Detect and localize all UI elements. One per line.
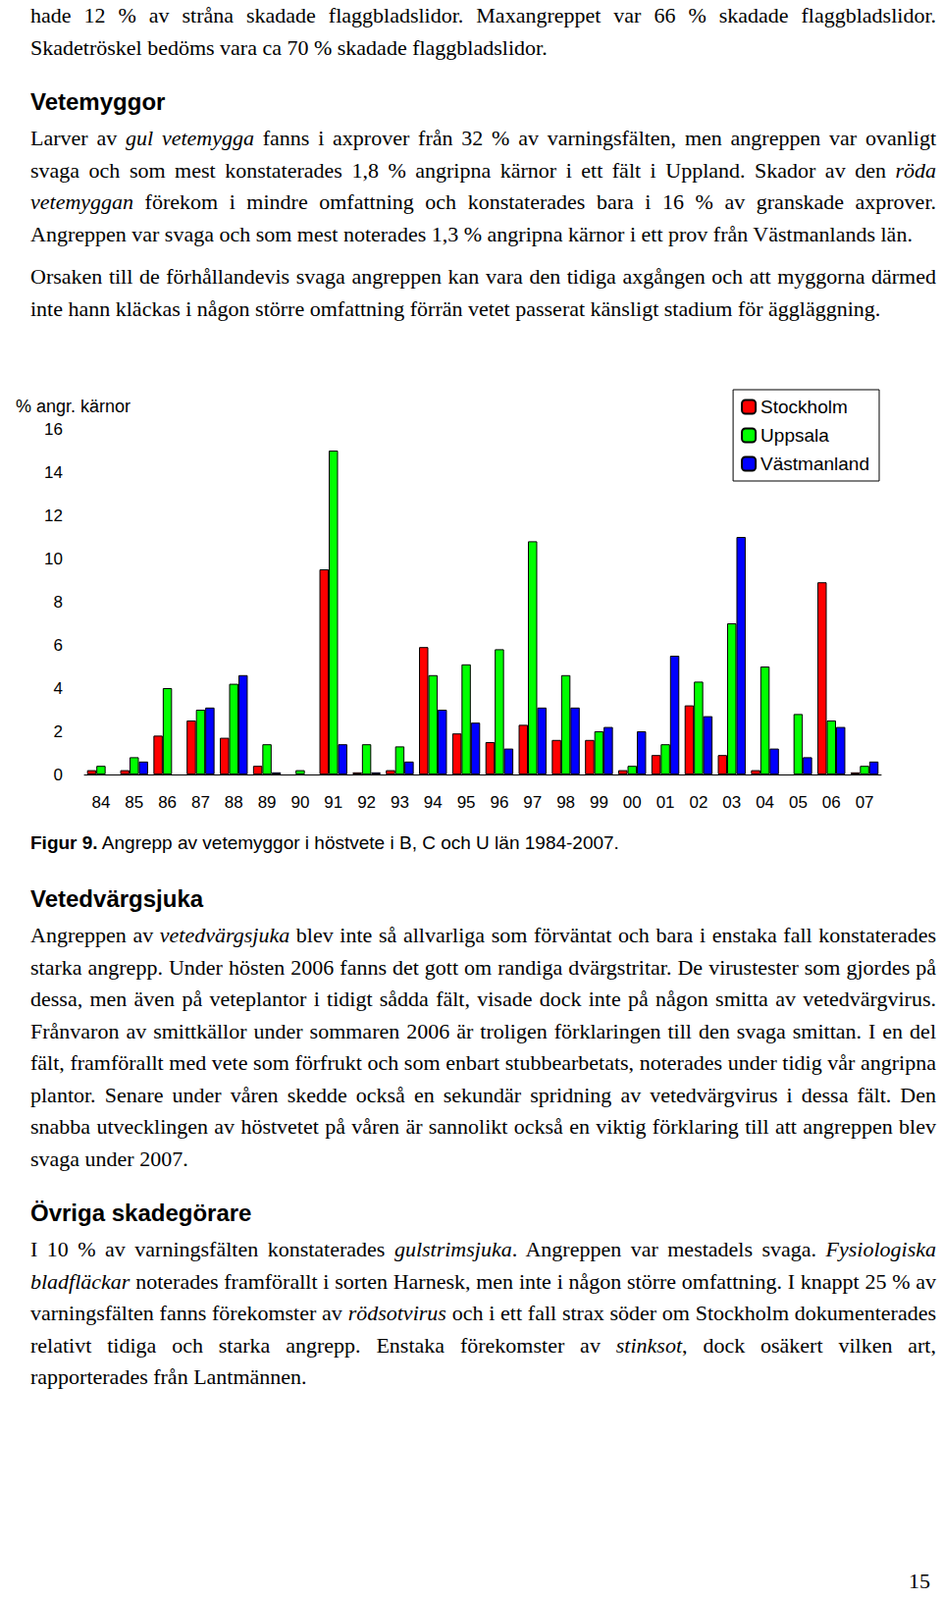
svg-text:Uppsala: Uppsala	[760, 424, 830, 446]
html-text:Larver av gul vetemygga fanns: Larver av gul vetemygga fanns i axprover…	[30, 125, 937, 246]
html-text:Vetemyggor: Vetemyggor	[30, 88, 166, 115]
svg-text:92: 92	[357, 792, 376, 812]
svg-text:4: 4	[53, 679, 63, 698]
svg-text:% angr. kärnor: % angr. kärnor	[15, 396, 131, 417]
svg-text:10: 10	[44, 549, 63, 569]
svg-text:2: 2	[53, 722, 63, 741]
html-text:Angreppen av vetedvärgsjuka bl: Angreppen av vetedvärgsjuka blev inte så…	[30, 922, 937, 1171]
svg-text:12: 12	[44, 506, 63, 525]
svg-text:0: 0	[53, 765, 63, 785]
svg-text:6: 6	[53, 635, 63, 655]
svg-text:98: 98	[556, 792, 576, 812]
svg-text:94: 94	[423, 792, 443, 812]
svg-text:97: 97	[523, 792, 542, 812]
svg-text:07: 07	[855, 792, 875, 812]
svg-text:Stockholm: Stockholm	[760, 396, 848, 418]
svg-text:16: 16	[44, 419, 63, 439]
html-text:I 10 % av varningsfälten konst: I 10 % av varningsfälten konstaterades g…	[30, 1236, 937, 1389]
svg-text:95: 95	[457, 792, 476, 812]
svg-text:03: 03	[722, 792, 741, 812]
svg-text:93: 93	[390, 792, 410, 812]
html-text:Orsaken till de förhållandevis: Orsaken till de förhållandevis svaga ang…	[30, 263, 937, 321]
svg-text:06: 06	[822, 792, 841, 812]
svg-text:99: 99	[589, 792, 609, 812]
svg-text:84: 84	[91, 792, 110, 812]
svg-text:05: 05	[788, 792, 808, 812]
svg-text:00: 00	[623, 792, 642, 812]
svg-text:88: 88	[224, 792, 244, 812]
svg-text:85: 85	[124, 792, 144, 812]
svg-text:04: 04	[755, 792, 775, 812]
html-text:hade 12 % av stråna skadade fl: hade 12 % av stråna skadade flaggbladsli…	[30, 2, 937, 60]
html-text:Vetedvärgsjuka: Vetedvärgsjuka	[30, 885, 204, 912]
html-text:15: 15	[908, 1568, 931, 1593]
html-text:Figur 9. Angrepp av vetemyggor: Figur 9. Angrepp av vetemyggor i höstvet…	[30, 832, 620, 853]
svg-text:91: 91	[323, 792, 343, 812]
svg-text:02: 02	[688, 792, 708, 812]
svg-text:96: 96	[489, 792, 509, 812]
svg-text:8: 8	[53, 592, 63, 612]
svg-text:14: 14	[44, 463, 63, 482]
svg-text:Västmanland: Västmanland	[760, 453, 870, 474]
svg-text:01: 01	[656, 792, 676, 812]
html-text:Övriga skadegörare: Övriga skadegörare	[30, 1199, 252, 1226]
svg-text:86: 86	[157, 792, 177, 812]
svg-text:89: 89	[258, 792, 277, 812]
svg-text:90: 90	[290, 792, 310, 812]
svg-text:87: 87	[191, 792, 210, 812]
